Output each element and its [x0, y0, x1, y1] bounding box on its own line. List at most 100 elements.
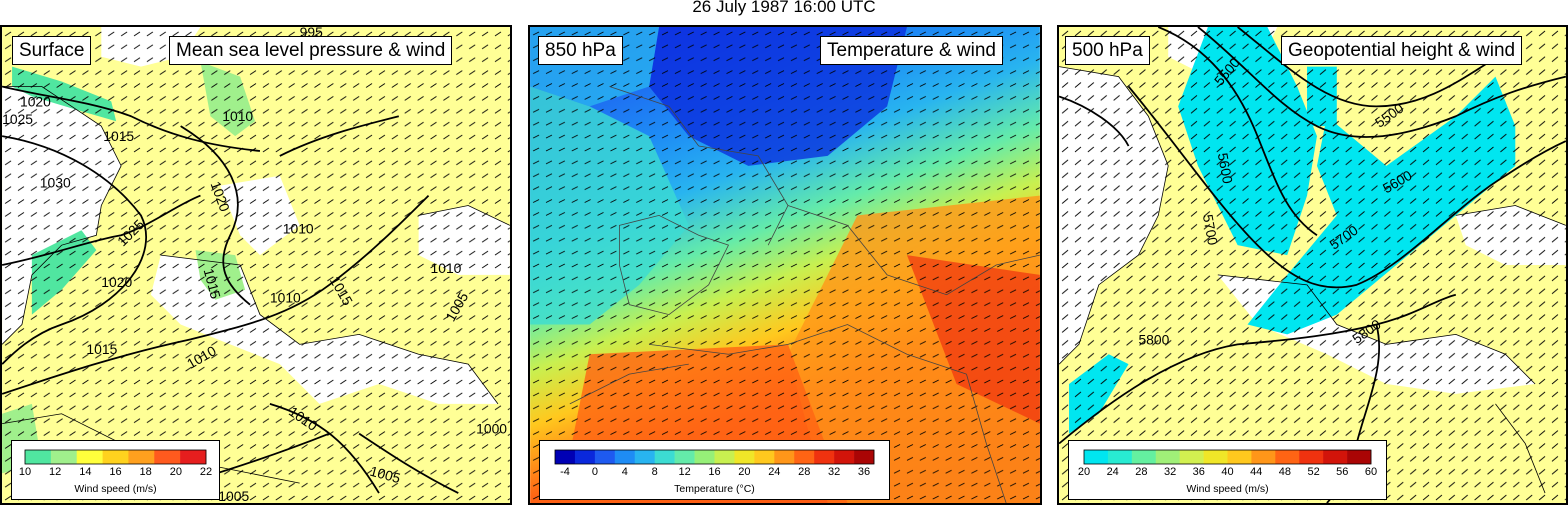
isobar-label: 1010 [283, 220, 314, 236]
colorbar-swatch [76, 450, 103, 464]
colorbar-tick-label: 40 [1221, 466, 1233, 478]
surface-panel: 1020 1025 1015 1010 1030 1020 1010 1025 … [0, 25, 512, 505]
colorbar-swatch [694, 450, 715, 464]
isobars [2, 85, 459, 494]
colorbar-swatch [154, 450, 181, 464]
isobar-label: 1015 [86, 341, 117, 357]
colorbar-tick-label: 20 [170, 466, 182, 478]
colorbar-tick-label: 24 [1107, 466, 1119, 478]
colorbar-tick-label: 16 [708, 466, 720, 478]
colorbar-swatch [1251, 450, 1276, 464]
colorbar-frame [554, 449, 875, 465]
colorbar: 20 24 28 32 36 40 44 48 52 56 60 [1078, 449, 1377, 478]
colorbar-caption: Wind speed (m/s) [1186, 483, 1269, 495]
colorbar-swatch [834, 450, 855, 464]
colorbar-tick-label: 60 [1365, 466, 1377, 478]
colorbar-swatch [754, 450, 775, 464]
isobar-label: 1020 [101, 274, 132, 290]
colorbar-tick-label: 0 [592, 466, 598, 478]
isobar-label: 1025 [2, 111, 33, 127]
colorbar-legend: -4 0 4 8 12 16 20 24 28 32 36 Temperature (°C) [539, 440, 890, 500]
isobar-label: 1005 [218, 488, 249, 503]
colorbar-tick-label: 24 [768, 466, 780, 478]
colorbar-swatch [814, 450, 835, 464]
isobar-label: 1015 [103, 128, 134, 144]
colorbar-swatch [1347, 450, 1372, 464]
colorbar-swatch [794, 450, 815, 464]
isobar-label: 1005 [368, 463, 402, 487]
colorbar-swatch [1179, 450, 1204, 464]
colorbar-swatch [714, 450, 735, 464]
colorbar-swatch [614, 450, 636, 464]
colorbar-swatch [674, 450, 695, 464]
colorbar-tick-label: 8 [652, 466, 658, 478]
colorbar-tick-label: 12 [678, 466, 690, 478]
colorbar-tick-label: 52 [1307, 466, 1319, 478]
surface-map: 1020 1025 1015 1010 1030 1020 1010 1025 … [2, 27, 510, 503]
colorbar-swatch [1107, 450, 1133, 464]
colorbar-tick-label: 32 [828, 466, 840, 478]
temperature-map [530, 27, 1040, 503]
colorbar-swatch [654, 450, 675, 464]
colorbar-swatch [854, 450, 875, 464]
isobar-label: 1010 [270, 290, 301, 306]
colorbar: -4 0 4 8 12 16 20 24 28 32 36 [554, 449, 875, 478]
colorbar-tick-label: 36 [1193, 466, 1205, 478]
figure-title: 26 July 1987 16:00 UTC [692, 0, 876, 16]
isobar-label: 1020 [20, 93, 51, 109]
colorbar-swatch [594, 450, 616, 464]
contour-label: 5800 [1138, 331, 1169, 347]
colorbar-tick-label: -4 [560, 466, 570, 478]
colorbar-swatch [25, 450, 52, 464]
colorbar-swatch [128, 450, 155, 464]
colorbar-tick-label: 4 [622, 466, 628, 478]
colorbar-tick-label: 36 [858, 466, 870, 478]
wind-vectors [530, 27, 1040, 503]
field-label: Mean sea level pressure & wind [169, 36, 453, 65]
field-label: Temperature & wind [820, 36, 1003, 65]
colorbar-tick-label: 28 [1135, 466, 1147, 478]
colorbar-tick-label: 18 [140, 466, 152, 478]
colorbar-swatch [1155, 450, 1180, 464]
colorbar-tick-label: 12 [49, 466, 61, 478]
colorbar-swatch [1084, 450, 1109, 464]
colorbar-swatch [180, 450, 207, 464]
level-label: Surface [12, 36, 92, 65]
geopotential-map: 5500 5600 5700 5500 5600 5700 5800 5800 [1059, 27, 1566, 503]
colorbar-swatch [50, 450, 78, 464]
colorbar-tick-label: 22 [200, 466, 212, 478]
colorbar-swatch [734, 450, 755, 464]
colorbar-tick-label: 16 [109, 466, 121, 478]
colorbar-frame [1083, 449, 1372, 465]
850hpa-panel: 850 hPa Temperature & wind -4 0 4 8 12 16 20 24… [528, 25, 1042, 505]
colorbar-caption: Wind speed (m/s) [74, 483, 157, 495]
colorbar-tick-label: 20 [1078, 466, 1090, 478]
contour-label: 5600 [1215, 152, 1236, 185]
level-label: 850 hPa [538, 36, 623, 65]
colorbar-tick-label: 20 [738, 466, 750, 478]
colorbar-swatch [774, 450, 795, 464]
coastlines [569, 86, 1040, 503]
colorbar-legend: 10 12 14 16 18 20 22 Wind speed (m/s) [11, 440, 220, 500]
wind-vectors [2, 27, 510, 503]
colorbar: 10 12 14 16 18 20 22 [19, 449, 212, 478]
level-label: 500 hPa [1065, 36, 1150, 65]
colorbar-swatch [1323, 450, 1348, 464]
colorbar-swatch [1131, 450, 1157, 464]
isobar-label: 1000 [476, 421, 507, 437]
colorbar-tick-label: 44 [1250, 466, 1262, 478]
colorbar-tick-label: 14 [79, 466, 91, 478]
colorbar-swatch [1275, 450, 1300, 464]
isobar-label: 1010 [222, 108, 253, 124]
colorbar-swatch [102, 450, 129, 464]
colorbar-caption: Temperature (°C) [674, 483, 755, 495]
colorbar-tick-label: 56 [1336, 466, 1348, 478]
isobar-label: 1030 [40, 175, 71, 191]
colorbar-legend: 20 24 28 32 36 40 44 48 52 56 60 Wind speed (m/s) [1068, 440, 1387, 500]
colorbar-tick-label: 48 [1279, 466, 1291, 478]
colorbar-swatch [1299, 450, 1324, 464]
colorbar-swatch [634, 450, 655, 464]
colorbar-swatch [555, 450, 576, 464]
isobar-label: 1010 [431, 260, 462, 276]
field-label: Geopotential height & wind [1281, 36, 1523, 65]
